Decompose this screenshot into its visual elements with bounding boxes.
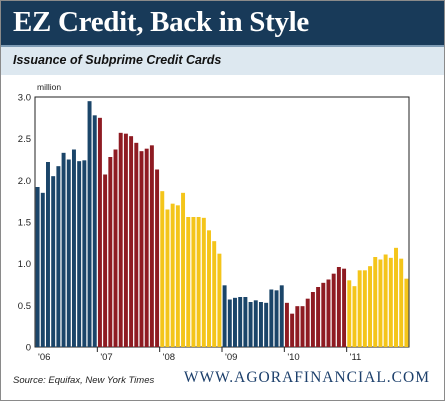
bar-2007-8 bbox=[134, 142, 139, 347]
bar-2009-9 bbox=[264, 302, 269, 347]
bar-2009-8 bbox=[258, 302, 263, 347]
bar-2011-5 bbox=[368, 266, 373, 347]
x-year-label: '08 bbox=[163, 352, 175, 363]
bar-2006-5 bbox=[56, 166, 61, 347]
x-year-label: '09 bbox=[225, 352, 237, 363]
bar-2010-10 bbox=[331, 273, 336, 347]
bar-2006-2 bbox=[40, 192, 45, 347]
bars-group bbox=[35, 101, 409, 347]
bar-2010-9 bbox=[326, 279, 331, 347]
bar-2010-2 bbox=[290, 313, 295, 347]
bar-2008-2 bbox=[165, 209, 170, 347]
y-tick-label: 2.5 bbox=[18, 134, 31, 145]
bar-2007-7 bbox=[129, 136, 134, 347]
bar-2007-2 bbox=[103, 174, 108, 347]
bar-2008-4 bbox=[175, 205, 180, 347]
bar-2008-9 bbox=[201, 217, 206, 347]
bar-2008-3 bbox=[170, 203, 175, 347]
chart-subtitle: Issuance of Subprime Credit Cards bbox=[13, 53, 222, 67]
bar-2007-11 bbox=[149, 145, 154, 347]
bar-2006-11 bbox=[87, 101, 92, 347]
bar-2006-9 bbox=[77, 161, 82, 347]
y-unit-label: million bbox=[37, 82, 61, 92]
bar-2006-10 bbox=[82, 160, 87, 347]
bar-2007-1 bbox=[97, 117, 102, 347]
bar-2007-9 bbox=[139, 151, 144, 347]
bar-2009-11 bbox=[274, 290, 279, 347]
bar-2008-1 bbox=[160, 191, 165, 347]
bar-2006-8 bbox=[71, 149, 76, 347]
bar-2007-10 bbox=[144, 148, 149, 347]
bar-2011-8 bbox=[383, 254, 388, 347]
bar-2011-10 bbox=[394, 247, 398, 347]
bar-2008-6 bbox=[186, 217, 191, 347]
x-year-label: '06 bbox=[38, 352, 50, 363]
chart-title: EZ Credit, Back in Style bbox=[13, 6, 309, 38]
x-year-label: '10 bbox=[287, 352, 299, 363]
bar-2008-12 bbox=[217, 253, 222, 347]
bar-2010-11 bbox=[336, 267, 341, 347]
bar-2010-1 bbox=[284, 302, 289, 347]
bar-2009-10 bbox=[269, 289, 274, 347]
bar-2011-6 bbox=[373, 257, 378, 347]
bar-2007-5 bbox=[118, 132, 123, 347]
y-tick-label: 0.5 bbox=[18, 301, 31, 312]
bar-2010-3 bbox=[295, 306, 300, 347]
y-axis: 0 0.5 1.0 1.5 2.0 2.5 3.0 bbox=[18, 93, 31, 354]
bar-2011-9 bbox=[388, 257, 393, 347]
bar-2009-12 bbox=[279, 285, 284, 347]
bar-2009-6 bbox=[248, 302, 253, 347]
title-banner: EZ Credit, Back in Style bbox=[1, 1, 444, 45]
bar-2009-3 bbox=[233, 297, 237, 347]
site-url: WWW.AGORAFINANCIAL.COM bbox=[183, 369, 430, 386]
x-axis: '06 '07 '08 '09 '10 '11 bbox=[38, 347, 361, 363]
bar-2006-6 bbox=[61, 152, 66, 347]
bar-2011-1 bbox=[347, 280, 352, 347]
x-year-label: '07 bbox=[100, 352, 112, 363]
bar-2010-12 bbox=[342, 268, 347, 347]
bar-2011-3 bbox=[357, 270, 362, 347]
y-tick-label: 1.5 bbox=[18, 218, 31, 229]
y-tick-label: 3.0 bbox=[18, 93, 31, 104]
bar-2006-3 bbox=[46, 162, 50, 347]
bar-2010-4 bbox=[300, 306, 305, 347]
bar-2008-8 bbox=[196, 217, 201, 347]
bar-2011-7 bbox=[378, 259, 383, 347]
bar-2009-1 bbox=[222, 285, 227, 347]
bar-2009-4 bbox=[238, 297, 243, 347]
bar-2010-6 bbox=[310, 292, 315, 347]
bar-2006-12 bbox=[92, 115, 97, 347]
y-tick-label: 1.0 bbox=[18, 259, 31, 270]
bar-2008-5 bbox=[181, 192, 186, 347]
bar-2007-6 bbox=[123, 133, 128, 347]
bar-2006-1 bbox=[35, 187, 40, 347]
bar-2009-2 bbox=[227, 299, 232, 347]
bar-2010-5 bbox=[305, 298, 310, 347]
bar-2007-4 bbox=[113, 149, 118, 347]
bar-2011-11 bbox=[399, 258, 404, 347]
bar-2008-10 bbox=[207, 230, 211, 347]
y-tick-label: 0 bbox=[26, 343, 31, 354]
bar-2008-11 bbox=[212, 241, 217, 347]
x-year-label: '11 bbox=[350, 352, 362, 363]
bar-2006-7 bbox=[66, 159, 71, 347]
bar-2010-8 bbox=[321, 282, 326, 347]
bar-2010-7 bbox=[316, 287, 321, 347]
bar-2008-7 bbox=[191, 217, 196, 347]
source-note: Source: Equifax, New York Times bbox=[13, 375, 155, 386]
bar-2006-4 bbox=[51, 176, 56, 347]
bar-2007-3 bbox=[108, 157, 113, 347]
bar-2011-4 bbox=[362, 270, 367, 347]
bar-2011-12 bbox=[404, 278, 409, 347]
bar-2011-2 bbox=[352, 286, 357, 347]
bar-2009-7 bbox=[253, 300, 258, 347]
bar-2007-12 bbox=[155, 169, 160, 347]
bar-2009-5 bbox=[243, 297, 248, 347]
subtitle-strip: Issuance of Subprime Credit Cards bbox=[1, 45, 444, 75]
y-tick-label: 2.0 bbox=[18, 176, 31, 187]
